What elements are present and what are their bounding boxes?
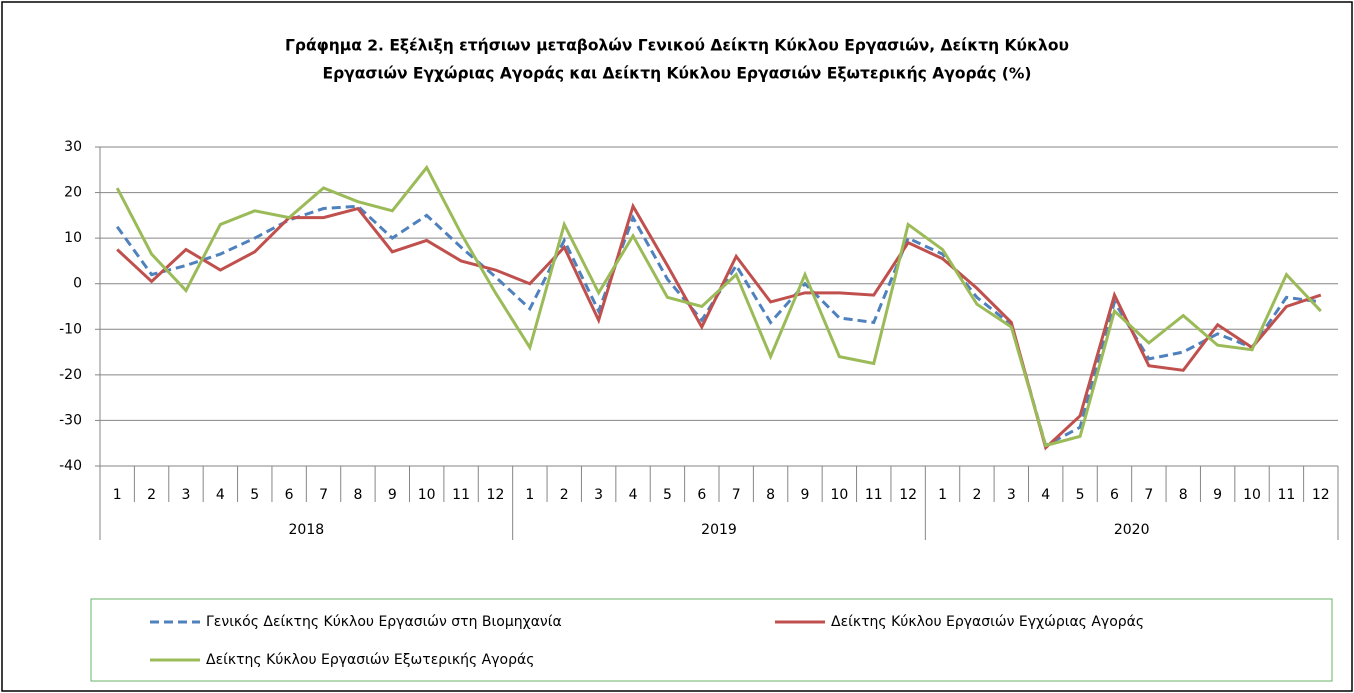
- x-tick-label: 5: [663, 487, 672, 503]
- x-tick-label: 9: [388, 487, 397, 503]
- x-tick-label: 2: [560, 487, 569, 503]
- x-tick-label: 3: [1007, 487, 1016, 503]
- x-tick-label: 11: [865, 487, 883, 503]
- x-tick-label: 5: [250, 487, 259, 503]
- x-group-label: 2019: [701, 522, 737, 538]
- x-tick-label: 12: [899, 487, 917, 503]
- x-group-label: 2018: [289, 522, 325, 538]
- x-tick-label: 8: [353, 487, 362, 503]
- y-tick-label: 10: [64, 230, 82, 246]
- x-tick-label: 8: [766, 487, 775, 503]
- legend-label: Γενικός Δείκτης Κύκλου Εργασιών στη Βιομ…: [206, 614, 562, 630]
- x-tick-label: 6: [1110, 487, 1119, 503]
- x-tick-label: 1: [525, 487, 534, 503]
- x-tick-label: 2: [147, 487, 156, 503]
- chart-title: Εργασιών Εγχώριας Αγοράς και Δείκτη Κύκλ…: [322, 65, 1031, 83]
- x-tick-label: 12: [487, 487, 505, 503]
- legend-label: Δείκτης Κύκλου Εργασιών Εξωτερικής Αγορά…: [206, 652, 534, 668]
- y-tick-label: 20: [64, 185, 82, 201]
- x-tick-label: 9: [801, 487, 810, 503]
- x-tick-label: 10: [1243, 487, 1261, 503]
- x-tick-label: 7: [1144, 487, 1153, 503]
- x-tick-label: 3: [594, 487, 603, 503]
- x-tick-label: 8: [1179, 487, 1188, 503]
- y-tick-label: 0: [73, 276, 82, 292]
- series-line: [115, 164, 1322, 448]
- x-tick-label: 1: [938, 487, 947, 503]
- y-tick-label: -10: [59, 321, 82, 337]
- y-tick-label: -40: [59, 458, 82, 474]
- x-tick-label: 1: [113, 487, 122, 503]
- y-tick-label: -30: [59, 412, 82, 428]
- x-tick-label: 4: [1041, 487, 1050, 503]
- x-tick-label: 6: [697, 487, 706, 503]
- x-tick-label: 4: [216, 487, 225, 503]
- x-tick-label: 3: [182, 487, 191, 503]
- x-tick-label: 11: [1278, 487, 1296, 503]
- x-tick-label: 7: [732, 487, 741, 503]
- y-tick-label: 30: [64, 139, 82, 155]
- x-tick-label: 12: [1312, 487, 1330, 503]
- x-group-label: 2020: [1114, 522, 1150, 538]
- x-tick-label: 4: [629, 487, 638, 503]
- x-tick-label: 11: [452, 487, 470, 503]
- y-tick-label: -20: [59, 367, 82, 383]
- x-tick-label: 7: [319, 487, 328, 503]
- x-tick-label: 6: [285, 487, 294, 503]
- legend-label: Δείκτης Κύκλου Εργασιών Εγχώριας Αγοράς: [831, 614, 1144, 630]
- x-tick-label: 9: [1213, 487, 1222, 503]
- x-tick-label: 2: [972, 487, 981, 503]
- x-tick-label: 10: [830, 487, 848, 503]
- chart-title: Γράφημα 2. Εξέλιξη ετήσιων μεταβολών Γεν…: [285, 37, 1069, 55]
- x-tick-label: 10: [418, 487, 436, 503]
- x-tick-label: 5: [1076, 487, 1085, 503]
- legend-frame: [90, 598, 1333, 682]
